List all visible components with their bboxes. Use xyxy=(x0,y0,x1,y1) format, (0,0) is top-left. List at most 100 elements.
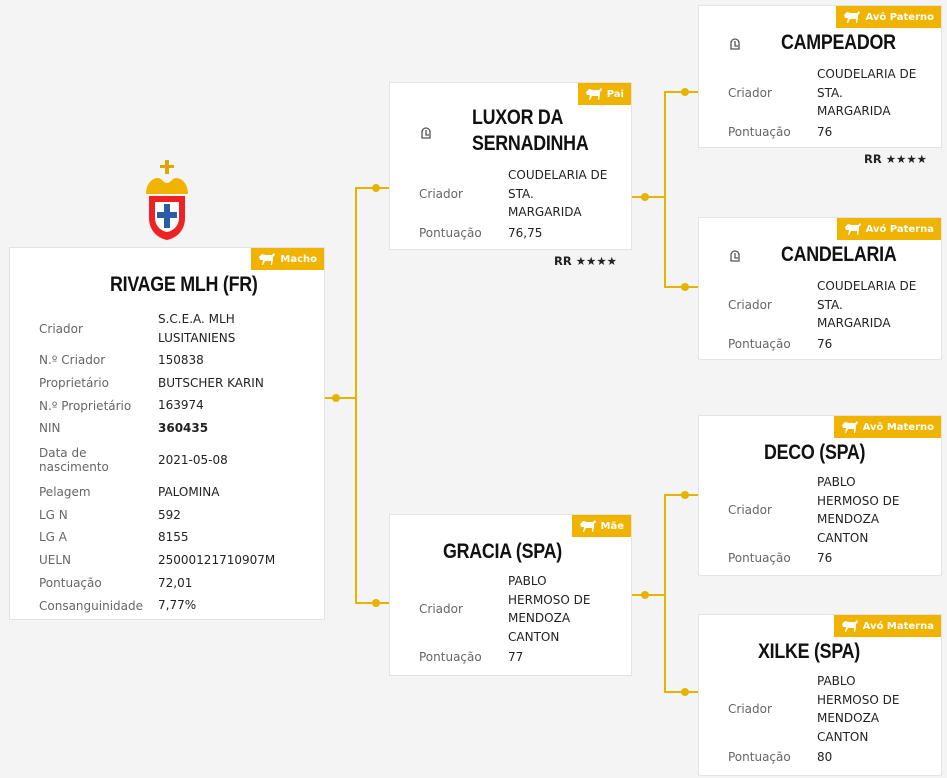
info-label: Pontuação xyxy=(728,750,791,765)
brand-mark-icon xyxy=(730,250,740,262)
breeder-value: PABLO HERMOSO DE MENDOZA CANTON xyxy=(508,574,591,644)
info-label: Criador xyxy=(419,186,463,201)
info-label: Pontuação xyxy=(419,225,482,240)
info-label: Pontuação xyxy=(728,124,791,139)
info-label: Consanguinidade xyxy=(39,598,144,613)
horse-name: XILKE (SPA) xyxy=(757,640,860,663)
rating: RR ★★★★ xyxy=(554,254,617,268)
info-row: Criador PABLO HERMOSO DE MENDOZA CANTON xyxy=(728,672,932,746)
info-label: Pontuação xyxy=(39,575,102,590)
brand-mark-icon xyxy=(421,127,431,139)
relation-badge: Avô Paterno xyxy=(836,6,941,28)
info-row: UELN 25000121710907M xyxy=(39,549,319,572)
info-row: LG N 592 xyxy=(39,503,319,526)
score-value: 76 xyxy=(817,124,833,139)
horse-icon xyxy=(844,223,861,235)
info-label: Pontuação xyxy=(728,551,791,566)
score-value: 77 xyxy=(508,650,524,665)
info-label: Pontuação xyxy=(728,336,791,351)
breeder-value: COUDELARIA DE STA. MARGARIDA xyxy=(817,279,917,330)
info-label: Proprietário xyxy=(39,376,109,391)
sex-badge: Macho xyxy=(251,248,324,270)
info-row: Criador COUDELARIA DE STA. MARGARIDA xyxy=(728,277,932,333)
info-label: Criador xyxy=(39,321,83,336)
info-value: 72,01 xyxy=(158,575,193,590)
info-label: N.º Criador xyxy=(39,353,106,368)
horse-icon xyxy=(841,421,858,433)
horse-name: DECO (SPA) xyxy=(763,441,866,464)
horse-icon xyxy=(841,620,858,632)
info-row: Pontuação 72,01 xyxy=(39,572,319,595)
info-value: 360435 xyxy=(158,421,209,436)
info-row: Data de nascimento 2021-05-08 xyxy=(39,440,319,481)
apsl-logo xyxy=(146,160,188,240)
info-row: Pontuação 76 xyxy=(728,121,932,144)
connector-dot xyxy=(641,591,649,599)
score-value: 76 xyxy=(817,551,833,566)
info-label: N.º Proprietário xyxy=(39,398,132,413)
score-value: 76 xyxy=(817,336,833,351)
info-row: N.º Criador 150838 xyxy=(39,349,319,372)
breeder-value: PABLO HERMOSO DE MENDOZA CANTON xyxy=(817,475,900,545)
relation-badge: Pai xyxy=(577,83,631,105)
horse-card-dam[interactable]: Mãe GRACIA (SPA) Criador PABLO HERMOSO DE… xyxy=(389,514,632,676)
info-value: 2021-05-08 xyxy=(158,453,228,467)
info-row: Criador PABLO HERMOSO DE MENDOZA CANTON xyxy=(728,473,932,547)
info-row: Criador COUDELARIA DE STA. MARGARIDA xyxy=(728,65,932,121)
info-value: 592 xyxy=(158,507,181,522)
info-label: NIN xyxy=(39,421,61,436)
info-row: Criador COUDELARIA DE STA. MARGARIDA xyxy=(419,166,622,222)
star-icons: ★★★★ xyxy=(885,152,927,166)
info-row: Pontuação 76 xyxy=(728,333,932,356)
info-value: 7,77% xyxy=(158,598,197,613)
breeder-value: COUDELARIA DE STA. MARGARIDA xyxy=(817,67,917,118)
connector-dot xyxy=(332,394,340,402)
rating: RR ★★★★ xyxy=(864,152,927,166)
relation-badge: Mãe xyxy=(571,515,631,537)
relation-badge: Avó Materna xyxy=(833,615,941,637)
info-row: Pontuação 77 xyxy=(419,646,622,669)
info-label: Criador xyxy=(728,702,772,716)
info-value: 8155 xyxy=(158,530,189,545)
horse-icon xyxy=(585,88,602,100)
horse-card-sire[interactable]: Pai LUXOR DA SERNADINHA Criador COUDELARI… xyxy=(389,82,632,250)
connector-dot xyxy=(681,491,689,499)
info-value: PALOMINA xyxy=(158,484,220,499)
horse-card-maternal-granddam[interactable]: Avó Materna XILKE (SPA) Criador PABLO HER… xyxy=(698,614,942,776)
horse-card-paternal-grandsire[interactable]: Avô Paterno CAMPEADOR Criador COUDELARIA … xyxy=(698,5,942,148)
horse-name: CAMPEADOR xyxy=(781,31,896,54)
horse-card-main[interactable]: Macho RIVAGE MLH (FR) Criador S.C.E.A. ML… xyxy=(9,247,325,620)
info-value: BUTSCHER KARIN xyxy=(158,375,264,390)
info-row: NIN 360435 xyxy=(39,417,319,440)
info-row: N.º Proprietário 163974 xyxy=(39,394,319,417)
info-label: Pelagem xyxy=(39,485,91,500)
info-label: UELN xyxy=(39,553,72,568)
connector-dot xyxy=(681,688,689,696)
info-value: 25000121710907M xyxy=(158,552,276,567)
info-row: Pontuação 80 xyxy=(728,746,932,769)
info-label: LG A xyxy=(39,530,68,545)
info-value: S.C.E.A. MLH LUSITANIENS xyxy=(158,312,236,345)
star-icons: ★★★★ xyxy=(575,254,617,268)
horse-name: LUXOR DA SERNADINHA xyxy=(472,106,589,155)
horse-card-maternal-grandsire[interactable]: Avô Materno DECO (SPA) Criador PABLO HERM… xyxy=(698,415,942,576)
horse-card-paternal-granddam[interactable]: Avó Paterna CANDELARIA Criador COUDELARIA… xyxy=(698,217,942,360)
horse-icon xyxy=(844,11,861,23)
info-label: Criador xyxy=(728,297,772,312)
info-label: Criador xyxy=(419,602,463,616)
connector-dot xyxy=(641,193,649,201)
info-row: LG A 8155 xyxy=(39,526,319,549)
rating-label: RR xyxy=(864,152,882,166)
horse-name: CANDELARIA xyxy=(781,243,897,266)
info-label: LG N xyxy=(39,507,68,522)
connector-dot xyxy=(681,283,689,291)
info-label: Pontuação xyxy=(419,650,482,665)
info-row: Criador S.C.E.A. MLH LUSITANIENS xyxy=(39,308,319,349)
info-row: Pontuação 76 xyxy=(728,547,932,570)
info-label: Criador xyxy=(728,503,772,517)
connector-dot xyxy=(681,88,689,96)
info-row: Pontuação 76,75 xyxy=(419,222,622,245)
info-value: 163974 xyxy=(158,398,204,413)
breeder-value: PABLO HERMOSO DE MENDOZA CANTON xyxy=(817,674,900,744)
horse-icon xyxy=(259,253,276,265)
